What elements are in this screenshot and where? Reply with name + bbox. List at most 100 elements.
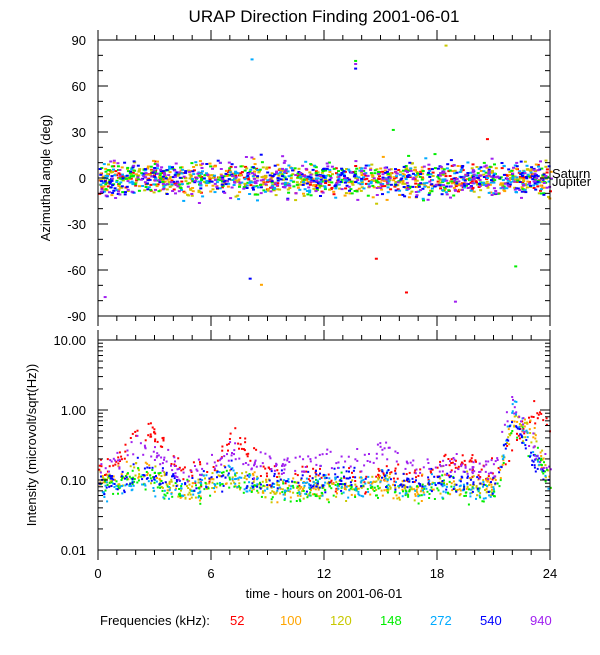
intensity-point-100 — [386, 490, 389, 492]
intensity-point-940 — [132, 453, 135, 456]
intensity-point-100 — [459, 478, 462, 481]
azimuth-point-940 — [490, 194, 494, 196]
intensity-point-540 — [472, 481, 475, 484]
azimuth-point-540 — [125, 174, 129, 177]
azimuth-point-148 — [493, 179, 497, 182]
azimuth-point-540 — [492, 174, 496, 177]
azimuth-point-540 — [507, 168, 511, 171]
intensity-point-120 — [522, 440, 525, 443]
azimuth-point-940 — [375, 194, 379, 196]
intensity-point-540 — [360, 485, 363, 488]
intensity-point-940 — [283, 468, 286, 471]
azimuth-point-100 — [343, 194, 347, 197]
azimuth-outlier-540 — [354, 67, 358, 70]
intensity-point-540 — [427, 476, 430, 479]
azimuth-point-100 — [360, 174, 364, 176]
data-points — [98, 44, 553, 506]
azimuth-point-100 — [224, 169, 228, 172]
azimuth-point-148 — [126, 170, 130, 173]
intensity-point-272 — [324, 474, 327, 477]
azimuth-point-52 — [393, 185, 397, 188]
intensity-point-940 — [445, 464, 448, 466]
azimuth-point-540 — [273, 173, 277, 176]
azimuth-point-940 — [100, 188, 104, 191]
intensity-point-272 — [168, 486, 171, 488]
intensity-point-120 — [389, 487, 392, 490]
intensity-point-540 — [246, 474, 249, 477]
azimuth-point-120 — [106, 181, 110, 184]
intensity-point-100 — [263, 485, 266, 488]
azimuth-point-540 — [136, 164, 140, 167]
azimuth-point-148 — [437, 177, 441, 180]
intensity-point-272 — [417, 495, 420, 498]
intensity-point-52 — [100, 465, 103, 468]
azimuth-point-540 — [312, 179, 315, 182]
intensity-point-120 — [258, 483, 260, 486]
azimuth-point-940 — [156, 172, 160, 175]
azimuth-point-272 — [128, 181, 132, 184]
intensity-point-52 — [470, 460, 473, 463]
azimuth-point-52 — [367, 180, 371, 183]
intensity-point-272 — [248, 481, 251, 484]
azimuth-point-100 — [328, 170, 332, 173]
azimuth-point-940 — [195, 176, 199, 179]
intensity-point-272 — [121, 492, 124, 495]
azimuth-point-540 — [222, 190, 226, 193]
azimuth-point-940 — [363, 172, 367, 175]
intensity-point-272 — [124, 484, 127, 487]
azimuth-point-272 — [367, 164, 371, 167]
azimuth-point-540 — [305, 182, 309, 185]
intensity-point-100 — [199, 495, 202, 498]
azimuth-point-540 — [478, 183, 481, 185]
intensity-point-52 — [383, 473, 386, 476]
intensity-point-100 — [486, 480, 489, 483]
azimuth-point-120 — [211, 188, 215, 191]
intensity-point-52 — [182, 468, 185, 471]
intensity-point-148 — [140, 475, 143, 478]
intensity-point-148 — [306, 496, 309, 499]
intensity-point-940 — [385, 441, 388, 444]
intensity-point-940 — [383, 447, 386, 450]
azimuth-point-100 — [522, 178, 526, 181]
azimuth-point-148 — [292, 185, 296, 188]
azimuth-point-52 — [134, 184, 138, 187]
azimuth-point-120 — [482, 173, 486, 176]
intensity-point-540 — [266, 484, 269, 486]
azimuth-point-100 — [110, 194, 114, 197]
intensity-point-940 — [369, 460, 372, 463]
intensity-point-540 — [312, 485, 314, 488]
azimuth-point-940 — [344, 176, 348, 179]
intensity-point-52 — [327, 473, 330, 476]
azimuth-point-272 — [362, 176, 366, 179]
azimuth-point-940 — [139, 178, 143, 181]
azimuth-point-120 — [388, 179, 392, 182]
intensity-point-272 — [492, 488, 495, 491]
intensity-point-120 — [470, 491, 473, 494]
intensity-point-120 — [475, 485, 478, 488]
intensity-point-940 — [494, 460, 497, 463]
intensity-point-540 — [321, 484, 324, 487]
azimuth-point-272 — [201, 170, 204, 173]
azimuth-point-540 — [230, 163, 234, 166]
intensity-point-940 — [259, 451, 262, 454]
azimuth-point-100 — [450, 182, 454, 185]
azimuth-point-272 — [505, 187, 509, 190]
intensity-point-540 — [466, 476, 469, 479]
azimuth-point-940 — [515, 161, 519, 164]
azimuth-point-272 — [347, 168, 351, 171]
azimuth-point-52 — [352, 171, 356, 173]
azimuth-point-272 — [328, 168, 332, 171]
intensity-point-120 — [217, 474, 220, 477]
intensity-point-940 — [438, 470, 441, 473]
azimuth-point-120 — [389, 168, 393, 171]
y-tick-label: -90 — [67, 309, 86, 324]
intensity-point-120 — [318, 495, 321, 498]
intensity-point-120 — [302, 497, 305, 500]
azimuth-point-120 — [126, 190, 130, 192]
azimuth-point-100 — [402, 173, 406, 176]
azimuth-point-940 — [118, 193, 122, 196]
intensity-point-272 — [347, 496, 350, 499]
intensity-point-940 — [406, 461, 408, 464]
azimuth-point-272 — [525, 164, 529, 167]
intensity-point-272 — [387, 483, 390, 486]
